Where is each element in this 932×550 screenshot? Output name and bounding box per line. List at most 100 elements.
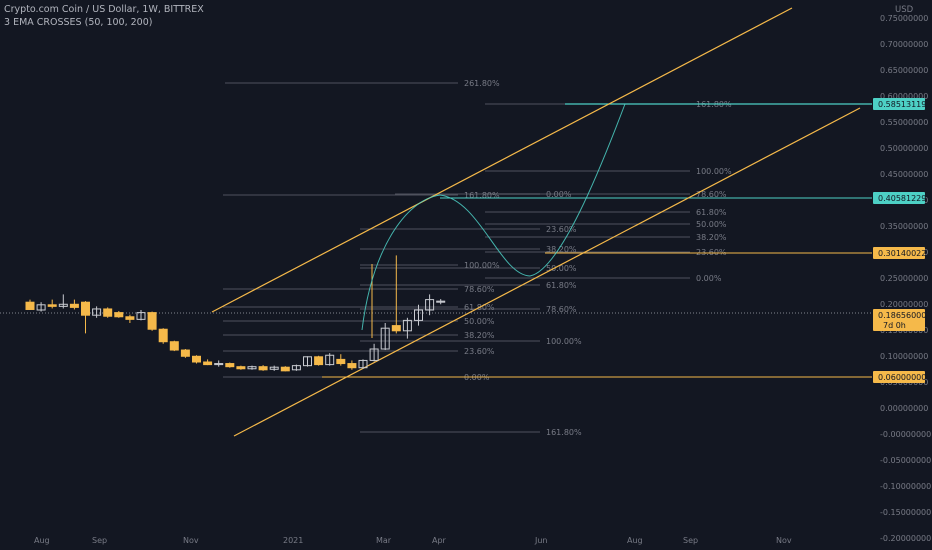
fib-level-label: 261.80% bbox=[464, 79, 500, 88]
candle-body bbox=[147, 312, 157, 330]
fib-level-label: 38.20% bbox=[546, 245, 577, 254]
price-axis-tick: -0.05000000 bbox=[880, 456, 931, 465]
fib-level-label: 50.00% bbox=[546, 264, 577, 273]
candle-body bbox=[303, 356, 312, 367]
price-axis-tick: 0.65000000 bbox=[880, 66, 928, 75]
fib-level-label: 100.00% bbox=[696, 167, 732, 176]
candle-body bbox=[125, 316, 135, 320]
time-axis-label: Nov bbox=[183, 536, 199, 545]
candle-body bbox=[269, 366, 279, 370]
candle-body bbox=[169, 341, 179, 351]
time-axis-label: Aug bbox=[34, 536, 50, 545]
price-tag[interactable] bbox=[873, 309, 925, 331]
fib-level-label: 23.60% bbox=[546, 225, 577, 234]
price-axis-tick: 0.10000000 bbox=[880, 352, 928, 361]
price-tag-value: 0.58513119 bbox=[878, 100, 926, 109]
price-axis-tick: -0.20000000 bbox=[880, 534, 931, 543]
candle-body bbox=[136, 312, 146, 320]
candle-body bbox=[391, 325, 401, 332]
channel-upper-line bbox=[211, 7, 793, 313]
time-axis-label: Apr bbox=[432, 536, 447, 545]
candle-body bbox=[380, 327, 390, 350]
fib-level-label: 50.00% bbox=[464, 317, 495, 326]
price-axis-tick: 0.70000000 bbox=[880, 40, 928, 49]
price-axis-tick: -0.00000000 bbox=[880, 430, 931, 439]
candle-body bbox=[103, 308, 113, 317]
candle-body bbox=[203, 361, 213, 366]
fib-level-label: 50.00% bbox=[696, 220, 727, 229]
candle-body bbox=[236, 366, 246, 370]
price-tag[interactable] bbox=[873, 98, 925, 110]
price-tag-value: 0.40581229 bbox=[878, 194, 926, 203]
candle-body bbox=[180, 349, 190, 357]
fib-level-label: 0.00% bbox=[696, 274, 722, 283]
price-axis-tick: 0.35000000 bbox=[880, 222, 928, 231]
candle-body bbox=[314, 356, 324, 366]
fib-level-label: 100.00% bbox=[546, 337, 582, 346]
candle-body bbox=[47, 304, 57, 307]
candle-body bbox=[25, 301, 35, 310]
price-axis-tick: -0.10000000 bbox=[880, 482, 931, 491]
price-axis-tick: 0.55000000 bbox=[880, 118, 928, 127]
time-axis-label: Aug bbox=[627, 536, 643, 545]
fib-level-label: 23.60% bbox=[464, 347, 495, 356]
axis-currency-label: USD bbox=[895, 5, 914, 15]
price-axis-tick: 0.20000000 bbox=[880, 300, 928, 309]
fib-level-label: 78.60% bbox=[546, 305, 577, 314]
candle-body bbox=[247, 366, 257, 370]
candle-body bbox=[158, 328, 168, 343]
candle-body bbox=[325, 354, 335, 366]
fib-level-label: 38.20% bbox=[696, 233, 727, 242]
fib-level-label: 61.80% bbox=[696, 208, 727, 217]
time-axis-label: Nov bbox=[776, 536, 792, 545]
fib-level-label: 161.80% bbox=[546, 428, 582, 437]
candle-body bbox=[36, 304, 46, 311]
fib-level-label: 0.00% bbox=[546, 190, 572, 199]
candle-body bbox=[214, 363, 224, 366]
price-tag-value: 0.18656000 bbox=[878, 311, 926, 320]
price-tag[interactable] bbox=[873, 247, 925, 259]
channel-lower-line bbox=[233, 107, 861, 437]
price-tag[interactable] bbox=[873, 192, 925, 204]
candle-body bbox=[92, 308, 102, 316]
price-tag[interactable] bbox=[873, 371, 925, 383]
candle-body bbox=[402, 319, 412, 332]
candle-body bbox=[336, 358, 346, 365]
time-axis-label: Jun bbox=[534, 536, 548, 545]
candle-body bbox=[58, 303, 68, 307]
price-tag-countdown: 7d 0h bbox=[883, 321, 906, 330]
price-axis-tick: 0.00000000 bbox=[880, 404, 928, 413]
price-tag-value: 0.06000000 bbox=[878, 373, 926, 382]
candle-body bbox=[81, 301, 90, 316]
chart-title[interactable]: Crypto.com Coin / US Dollar, 1W, BITTREX bbox=[4, 4, 204, 15]
candle-body bbox=[69, 303, 79, 308]
candle-body bbox=[192, 355, 201, 363]
candle-body bbox=[347, 363, 357, 369]
price-tag-value: 0.30140022 bbox=[878, 249, 926, 258]
candle-body bbox=[414, 309, 423, 321]
candle-body bbox=[258, 366, 268, 371]
candle-body bbox=[436, 300, 446, 303]
candle-body bbox=[114, 312, 124, 318]
fib-level-label: 38.20% bbox=[464, 331, 495, 340]
fib-level-label: 78.60% bbox=[696, 190, 727, 199]
price-axis-tick: -0.15000000 bbox=[880, 508, 931, 517]
fib-level-label: 161.80% bbox=[464, 191, 500, 200]
fib-level-label: 100.00% bbox=[464, 261, 500, 270]
candle-body bbox=[225, 363, 235, 368]
fib-level-label: 61.80% bbox=[546, 281, 577, 290]
price-axis-tick: 0.50000000 bbox=[880, 144, 928, 153]
indicator-label[interactable]: 3 EMA CROSSES (50, 100, 200) bbox=[4, 17, 153, 28]
projection-path bbox=[361, 103, 626, 331]
candle-body bbox=[425, 299, 435, 311]
fib-level-label: 78.60% bbox=[464, 285, 495, 294]
candle-body bbox=[358, 359, 368, 369]
time-axis-label: Sep bbox=[683, 536, 698, 545]
candle-body bbox=[369, 348, 379, 361]
time-axis-label: Mar bbox=[376, 536, 392, 545]
price-axis-tick: 0.45000000 bbox=[880, 170, 928, 179]
time-axis-label: Sep bbox=[92, 536, 107, 545]
price-axis-tick: 0.60000000 bbox=[880, 92, 928, 101]
price-axis-tick: 0.25000000 bbox=[880, 274, 928, 283]
